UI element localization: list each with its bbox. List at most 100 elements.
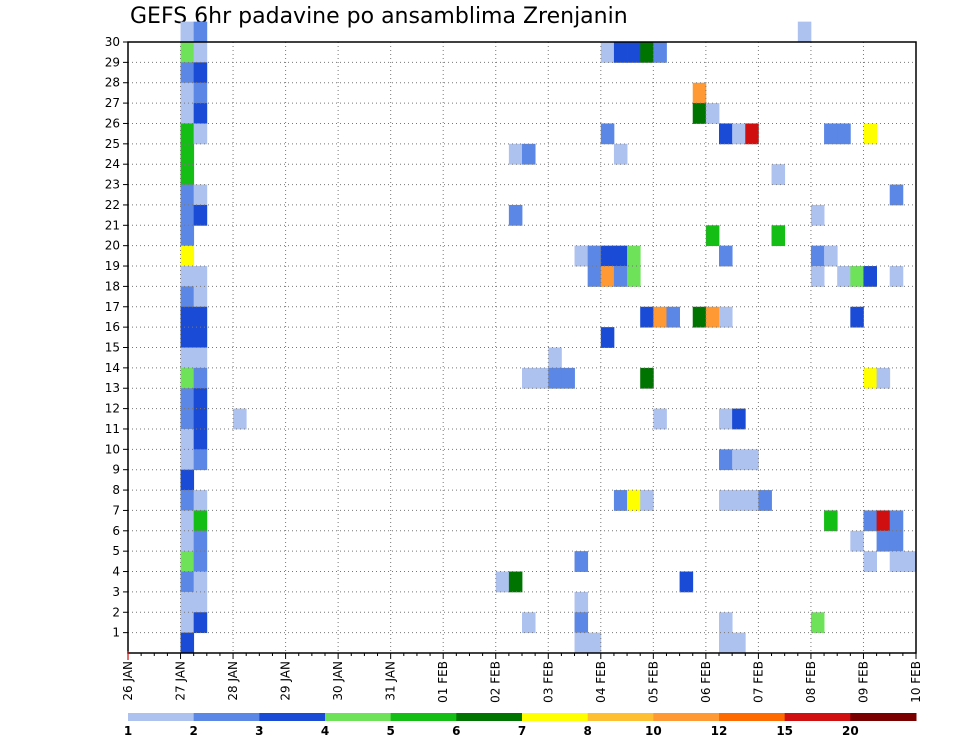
heatmap-cell	[876, 530, 891, 552]
heatmap-cell	[627, 266, 641, 287]
heatmap-cell	[193, 490, 208, 511]
heatmap-cell	[732, 490, 746, 511]
heatmap-cell	[627, 42, 641, 63]
heatmap-cell	[548, 347, 562, 369]
heatmap-cell	[193, 266, 208, 287]
heatmap-cell	[732, 123, 746, 145]
heatmap-cell	[810, 245, 825, 267]
heatmap-cell	[719, 306, 733, 328]
heatmap-cell	[180, 591, 195, 613]
heatmap-cell	[180, 632, 195, 654]
heatmap-cell	[837, 123, 851, 145]
y-tick-label: 29	[105, 55, 120, 69]
colorbar-label: 2	[189, 724, 197, 738]
y-tick-label: 24	[105, 157, 120, 171]
heatmap-cell	[193, 388, 208, 409]
y-tick-label: 4	[112, 565, 120, 579]
heatmap-cell	[180, 82, 195, 104]
y-tick-label: 14	[105, 361, 120, 375]
heatmap-cell	[587, 632, 602, 654]
heatmap-cell	[902, 551, 917, 572]
heatmap-cell	[863, 367, 877, 389]
heatmap-cell	[574, 632, 589, 654]
grid-layer	[128, 42, 916, 653]
colorbar-label: 12	[711, 724, 728, 738]
heatmap-cell	[180, 469, 195, 491]
heatmap-cell	[745, 123, 759, 145]
heatmap-cell	[180, 143, 195, 165]
heatmap-cell	[587, 266, 602, 287]
heatmap-cell	[193, 367, 208, 389]
heatmap-cell	[574, 245, 589, 267]
heatmap-cell	[692, 103, 707, 124]
heatmap-cell	[850, 306, 864, 328]
heatmap-cell	[613, 266, 628, 287]
y-tick-label: 8	[112, 483, 120, 497]
heatmap-cell	[824, 123, 838, 145]
heatmap-cell	[876, 367, 891, 389]
y-tick-label: 9	[112, 463, 120, 477]
heatmap-cell	[180, 62, 195, 84]
heatmap-cell	[600, 266, 615, 287]
heatmap-cell	[600, 42, 615, 63]
heatmap-cell	[535, 367, 549, 389]
y-tick-label: 27	[105, 96, 120, 110]
colorbar-label: 10	[645, 724, 662, 738]
x-tick-label: 03 FEB	[541, 661, 555, 703]
heatmap-cell	[863, 123, 877, 145]
heatmap-cell	[719, 449, 733, 471]
heatmap-cell	[889, 551, 904, 572]
heatmap-cell	[180, 103, 195, 124]
heatmap-cell	[889, 530, 904, 552]
heatmap-cell	[692, 82, 707, 104]
heatmap-cell	[745, 490, 759, 511]
heatmap-cell	[193, 327, 208, 348]
heatmap-cell	[613, 42, 628, 63]
colorbar-swatch	[522, 713, 589, 721]
heatmap-cell	[193, 449, 208, 471]
colorbar-swatch	[390, 713, 457, 721]
heatmap-cell	[193, 591, 208, 613]
heatmap-cell	[180, 184, 195, 206]
x-tick-label: 06 FEB	[699, 661, 713, 703]
y-tick-label: 30	[105, 35, 120, 49]
colorbar-swatch	[456, 713, 523, 721]
heatmap-cell	[810, 612, 825, 634]
heatmap-cell	[876, 510, 891, 532]
heatmap-cell	[692, 306, 707, 328]
heatmap-cell	[193, 612, 208, 634]
heatmap-cell	[193, 571, 208, 593]
heatmap-cell	[180, 490, 195, 511]
heatmap-cell	[640, 306, 654, 328]
heatmap-cell	[824, 510, 838, 532]
y-tick-label: 6	[112, 524, 120, 538]
heatmap-cell	[193, 21, 208, 43]
heatmap-cell	[193, 123, 208, 145]
heatmap-cell	[771, 225, 786, 247]
y-tick-label: 2	[112, 605, 120, 619]
heatmap-cell	[705, 306, 720, 328]
heatmap-cell	[732, 632, 746, 654]
heatmap-cell	[771, 164, 786, 185]
heatmap-cell	[193, 306, 208, 328]
colorbar-swatch	[259, 713, 326, 721]
heatmap-cell	[889, 266, 904, 287]
heatmap-cell	[180, 286, 195, 308]
heatmap-cell	[180, 449, 195, 471]
heatmap-cell	[758, 490, 772, 511]
y-tick-label: 3	[112, 585, 120, 599]
heatmap-cell	[193, 42, 208, 63]
y-tick-label: 21	[105, 218, 120, 232]
heatmap-cell	[193, 408, 208, 430]
colorbar-swatch	[128, 713, 195, 721]
colorbar-swatch	[784, 713, 851, 721]
heatmap-cell	[666, 306, 680, 328]
heatmap-cell	[653, 42, 667, 63]
x-tick-label: 31 JAN	[384, 661, 398, 701]
x-tick-label: 10 FEB	[909, 661, 923, 703]
plot-frame	[127, 41, 917, 654]
x-tick-label: 08 FEB	[804, 661, 818, 703]
heatmap-cell	[574, 612, 589, 634]
colorbar: 1 2 3 4 5 6 7 8 10 12 15 20	[124, 713, 917, 738]
